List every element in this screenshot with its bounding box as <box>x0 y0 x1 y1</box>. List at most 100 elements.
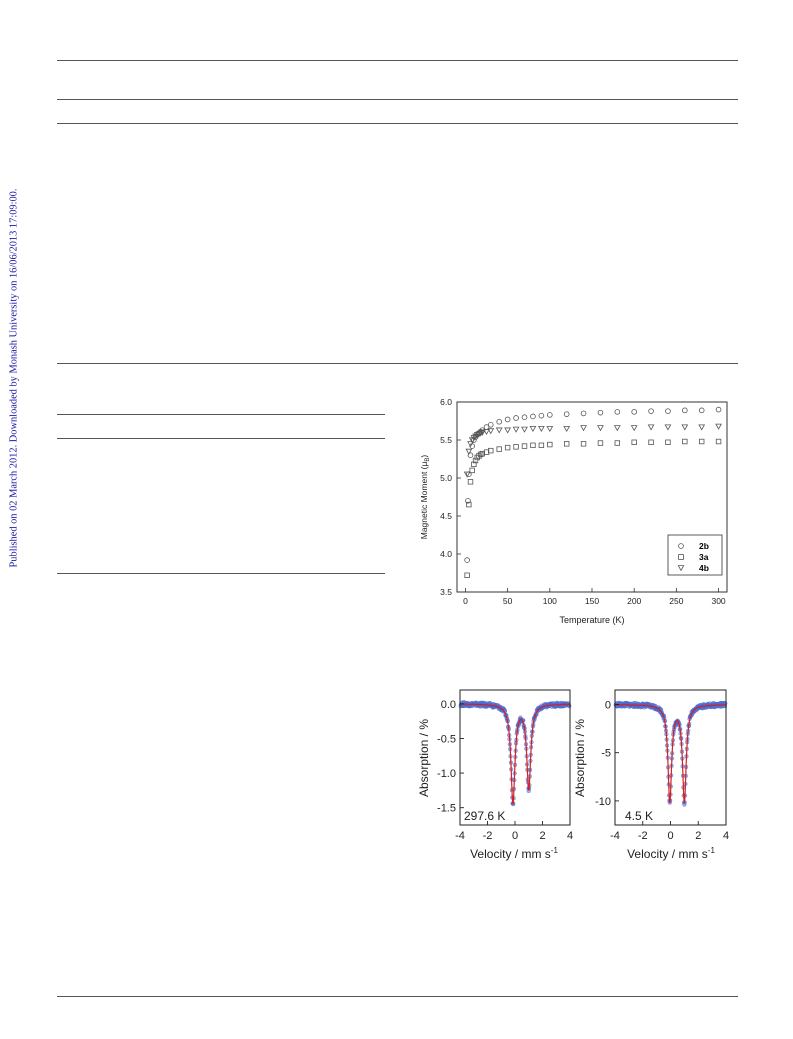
data-point-4b <box>463 471 471 478</box>
data-point-3a <box>474 454 480 461</box>
data-point-2b <box>467 452 474 458</box>
data-point-2b <box>614 409 621 415</box>
legend-label-4b: 4b <box>699 563 709 573</box>
data-point-4b <box>681 424 689 431</box>
mossbauer-spectrum-4k: -4 -2 0 2 4 0 -5 -10 4.5 K Velocity / mm s-1 Ab… <box>573 689 729 861</box>
chart3-temperature-annotation: 4.5 K <box>625 809 653 823</box>
data-point-2b <box>538 412 545 419</box>
data-point-4b <box>664 424 672 431</box>
data-point-3a <box>715 438 722 445</box>
magnetic-moment-chart: 0 50 100 150 200 250 300 3.5 4.0 4.5 5.0 5.5 6.0 Tem… <box>419 397 728 625</box>
spectrum-fit-line <box>615 704 726 804</box>
watermark-text: Published on 02 March 2012. Downloaded b… <box>8 188 20 568</box>
table-rule-top <box>57 414 385 415</box>
data-point-3a <box>472 457 479 464</box>
data-point-3a <box>631 439 637 445</box>
page-rule-top <box>57 60 738 61</box>
y-tick-label: 3.5 <box>440 587 452 597</box>
data-point-3a <box>580 441 587 447</box>
data-point-3a <box>513 444 519 450</box>
data-point-3a <box>665 439 671 445</box>
data-point-3a <box>488 447 494 454</box>
data-point-2b <box>521 414 528 421</box>
x-tick-label: 4 <box>567 830 573 842</box>
chart1-y-axis-label: Magnetic Moment (μB) <box>419 455 431 540</box>
data-point-2b <box>496 418 502 425</box>
x-tick-label: 250 <box>669 596 683 606</box>
x-tick-label: 100 <box>543 596 557 606</box>
data-point-4b <box>467 441 474 448</box>
legend-marker-3a <box>678 554 684 560</box>
chart1-x-axis-label: Temperature (K) <box>559 615 624 625</box>
data-point-3a <box>469 467 475 474</box>
data-point-4b <box>478 429 486 436</box>
data-point-4b <box>504 427 512 434</box>
data-point-3a <box>521 443 528 449</box>
y-tick-label: 5.5 <box>440 435 452 445</box>
data-point-2b <box>513 415 519 421</box>
x-tick-label: 200 <box>627 596 641 606</box>
data-point-4b <box>487 428 495 435</box>
data-point-2b <box>465 498 471 504</box>
x-tick-label: 2 <box>695 830 701 842</box>
x-tick-label: 150 <box>585 596 599 606</box>
legend-marker-2b <box>678 543 684 549</box>
data-point-2b <box>547 412 553 418</box>
data-point-4b <box>563 426 571 433</box>
x-tick-label: -2 <box>483 830 493 842</box>
x-tick-label: 2 <box>539 830 545 842</box>
data-point-3a <box>504 444 511 451</box>
data-point-4b <box>529 426 537 433</box>
data-point-4b <box>698 424 706 431</box>
legend-label-3a: 3a <box>699 552 709 562</box>
chart3-x-axis-label: Velocity / mm s-1 <box>627 846 715 861</box>
data-point-3a <box>614 440 621 446</box>
data-point-2b <box>504 416 511 423</box>
data-point-4b <box>512 426 520 433</box>
y-tick-label: -1.5 <box>437 803 456 815</box>
data-point-3a <box>530 442 536 449</box>
legend-label-2b: 2b <box>699 541 709 551</box>
data-point-4b <box>521 426 528 433</box>
data-point-2b <box>464 557 470 563</box>
data-point-3a <box>538 442 545 449</box>
data-point-3a <box>467 479 474 485</box>
y-tick-label: 6.0 <box>440 397 452 407</box>
data-point-2b <box>487 421 494 428</box>
chart2-x-axis-label: Velocity / mm s-1 <box>470 846 558 861</box>
data-point-4b <box>477 430 485 437</box>
data-point-3a <box>597 440 604 446</box>
data-point-3a <box>648 439 654 445</box>
data-point-4b <box>537 426 545 433</box>
data-point-4b <box>647 424 655 431</box>
page-rule-header-bottom <box>57 99 738 100</box>
data-point-3a <box>496 446 502 452</box>
mossbauer-spectrum-297k: -4 -2 0 2 4 0.0 -0.5 -1.0 -1.5 297.6 K Velocity … <box>417 689 573 861</box>
y-tick-label: 0.0 <box>441 699 456 711</box>
legend-marker-4b <box>677 565 685 572</box>
data-point-2b <box>698 407 705 414</box>
y-tick-label: -5 <box>601 748 611 760</box>
y-tick-label: 4.5 <box>440 511 452 521</box>
data-point-3a <box>698 438 705 445</box>
data-point-4b <box>465 448 473 455</box>
download-watermark: Published on 02 March 2012. Downloaded b… <box>4 138 24 618</box>
data-point-3a <box>477 451 484 458</box>
x-tick-label: -2 <box>638 830 648 842</box>
x-tick-label: 4 <box>723 830 729 842</box>
data-point-3a <box>547 441 553 448</box>
data-point-4b <box>580 425 587 432</box>
page-rule-footer <box>57 996 738 997</box>
x-tick-label: -4 <box>610 830 620 842</box>
data-point-4b <box>715 423 722 430</box>
y-tick-label: -10 <box>595 796 611 808</box>
x-tick-label: 0 <box>512 830 518 842</box>
data-point-3a <box>471 461 477 468</box>
chart2-y-axis-label: Absorption / % <box>417 719 431 797</box>
data-point-4b <box>483 429 490 436</box>
data-point-4b <box>495 427 503 434</box>
data-point-3a <box>682 438 688 445</box>
data-point-2b <box>563 411 570 417</box>
data-point-2b <box>530 413 536 420</box>
data-point-2b <box>648 408 654 414</box>
